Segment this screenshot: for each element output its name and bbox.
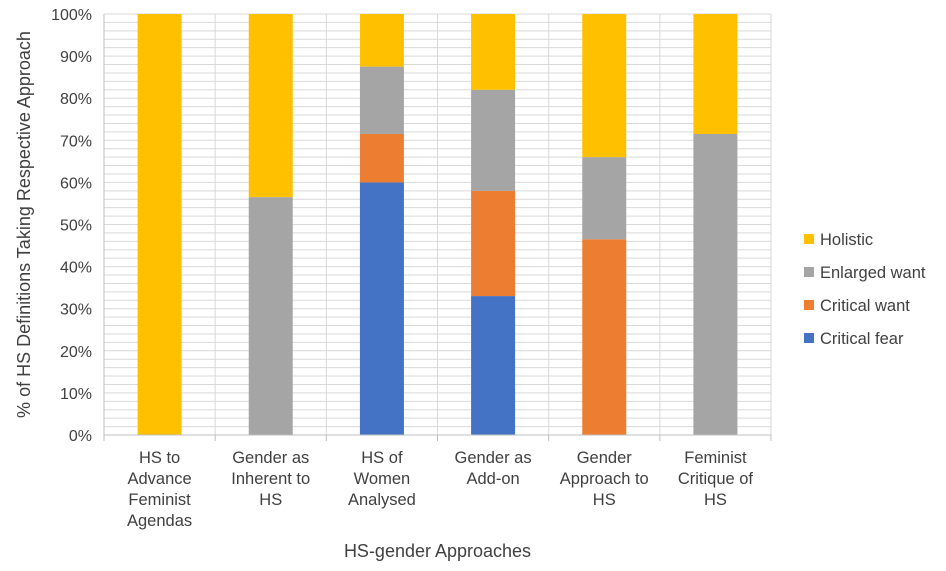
legend-label: Holistic [820, 231, 873, 249]
category-label-line: Analysed [348, 491, 416, 509]
category-label: HS of Women Analysed [348, 449, 416, 509]
y-tick-label: 80% [60, 91, 92, 108]
gridlines [103, 13, 772, 436]
bar-segment [471, 190, 516, 297]
bar-segment [359, 182, 404, 435]
bar-segment [582, 157, 627, 240]
category-label-line: Advance [127, 470, 191, 488]
legend-label: Critical want [820, 297, 910, 315]
y-tick-label: 50% [60, 218, 92, 235]
category-label-line: Approach to [560, 470, 649, 488]
x-axis-labels: HS to Advance Feminist Agendas Gender as Inhe… [127, 449, 753, 530]
y-tick-label: 60% [60, 175, 92, 192]
category-label-line: Feminist [684, 449, 747, 467]
bar-segment [582, 239, 627, 435]
bar-segment [248, 197, 293, 435]
category-label: Gender as Inherent to HS [231, 449, 310, 509]
bar-segment [471, 296, 516, 435]
bar-segment [137, 14, 182, 435]
axes [103, 14, 772, 441]
category-label-line: Gender as [455, 449, 532, 467]
bar-segment [471, 89, 516, 191]
category-label-line: HS [593, 491, 616, 509]
y-tick-label: 20% [60, 344, 92, 361]
y-tick-label: 100% [51, 7, 92, 24]
y-tick-label: 10% [60, 386, 92, 403]
bar-segment [693, 133, 738, 436]
category-label: Feminist Critique of HS [678, 449, 754, 509]
legend-label: Enlarged want [820, 264, 926, 282]
y-tick-label: 90% [60, 49, 92, 66]
category-label: Gender Approach to HS [560, 449, 649, 509]
y-tick-label: 30% [60, 302, 92, 319]
y-tick-label: 40% [60, 260, 92, 277]
bar-segment [693, 14, 738, 134]
category-label-line: Women [354, 470, 411, 488]
category-label-line: Gender as [232, 449, 309, 467]
x-axis-title: HS-gender Approaches [344, 541, 531, 561]
y-axis-ticks: 0% 10% 20% 30% 40% 50% 60% 70% 80% 90% 100% [51, 7, 92, 445]
category-label-line: Critique of [678, 470, 754, 488]
legend-swatch [804, 234, 814, 244]
legend: Holistic Enlarged want Critical want Critic… [804, 231, 926, 348]
bar-segment [359, 66, 404, 134]
category-label: Gender as Add-on [455, 449, 532, 488]
bar-segment [359, 133, 404, 183]
category-label-line: Add-on [466, 470, 519, 488]
category-label-line: HS to [139, 449, 180, 467]
bar-segment [582, 14, 627, 158]
y-tick-label: 0% [69, 428, 92, 445]
bar-segment [471, 14, 516, 90]
bar-segment [248, 14, 293, 198]
category-label-line: HS [259, 491, 282, 509]
category-label: HS to Advance Feminist Agendas [127, 449, 192, 530]
category-label-line: Feminist [128, 491, 191, 509]
category-label-line: Inherent to [231, 470, 310, 488]
y-tick-label: 70% [60, 133, 92, 150]
bar-segment [359, 14, 404, 67]
legend-swatch [804, 300, 814, 310]
legend-swatch [804, 267, 814, 277]
category-label-line: Gender [577, 449, 633, 467]
category-label-line: Agendas [127, 512, 192, 530]
legend-swatch [804, 333, 814, 343]
category-label-line: HS of [361, 449, 403, 467]
legend-label: Critical fear [820, 330, 904, 348]
y-axis-title: % of HS Definitions Taking Respective Ap… [14, 31, 34, 418]
bars [137, 14, 738, 436]
category-label-line: HS [704, 491, 727, 509]
